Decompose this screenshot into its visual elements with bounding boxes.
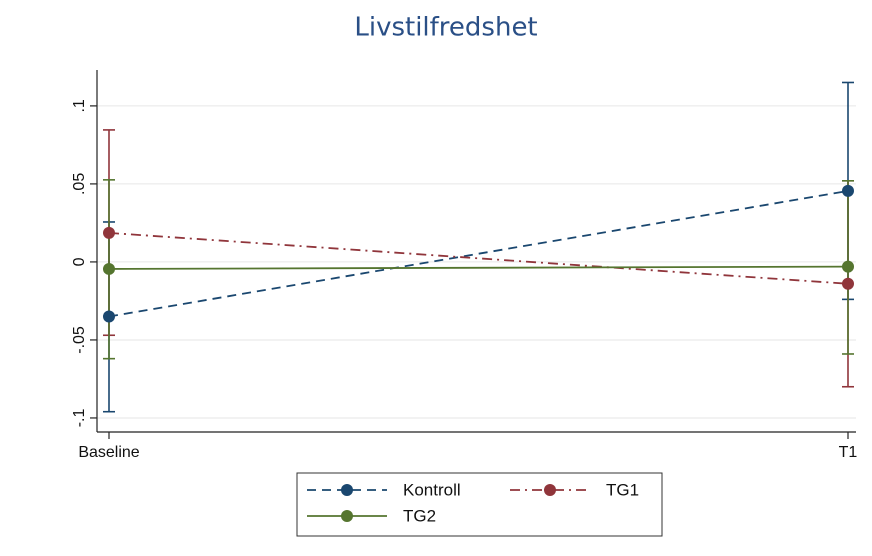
legend-label: TG2 xyxy=(403,506,436,525)
y-tick-label: .1 xyxy=(71,99,88,112)
point xyxy=(842,260,854,273)
series-line xyxy=(108,190,849,318)
legend-marker xyxy=(544,484,556,496)
point xyxy=(103,262,115,275)
y-tick-label: -.05 xyxy=(71,326,88,354)
legend-label: Kontroll xyxy=(403,480,461,499)
legend-marker xyxy=(341,484,353,496)
point xyxy=(103,310,115,323)
x-tick-label: T1 xyxy=(839,444,858,461)
point xyxy=(842,277,854,290)
legend-box xyxy=(296,472,663,537)
y-tick-label: .05 xyxy=(71,173,88,195)
y-tick-label: 0 xyxy=(71,257,88,266)
series-line xyxy=(108,232,849,285)
series-line xyxy=(108,265,849,270)
x-tick-label: Baseline xyxy=(78,444,139,461)
chart-title: Livstilfredshet xyxy=(354,13,537,43)
legend-marker xyxy=(341,510,353,522)
y-tick-label: -.1 xyxy=(71,409,88,428)
point xyxy=(103,226,115,239)
point xyxy=(842,184,854,197)
legend-label: TG1 xyxy=(606,480,639,499)
